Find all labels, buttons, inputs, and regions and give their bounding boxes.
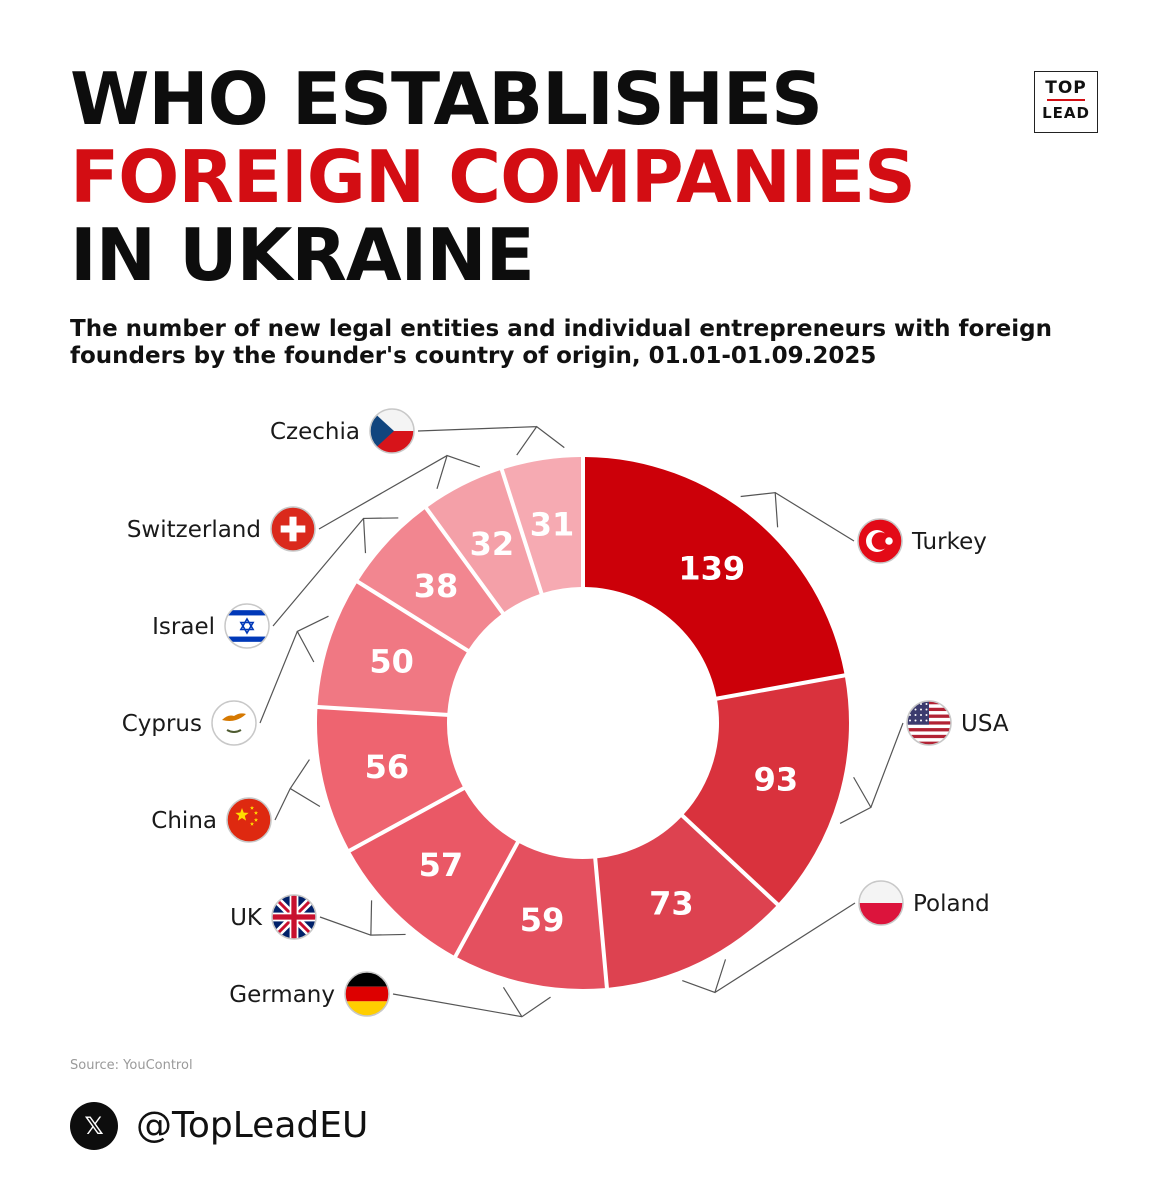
value-label-turkey: 139 [678,550,745,588]
segment-china [317,709,463,849]
segment-uk [350,789,517,956]
country-labels: Turkey USA Poland Germany UK China Cyprus Israe… [122,419,1009,1008]
czechia-flag-icon [369,408,415,454]
value-label-cyprus: 50 [369,643,414,681]
country-label-germany: Germany [229,982,335,1008]
country-label-switzerland: Switzerland [127,517,261,543]
value-label-czechia: 31 [530,505,575,543]
turkey-flag-icon [857,518,903,564]
segment-usa [683,677,849,903]
country-label-poland: Poland [913,891,990,917]
segment-germany [457,843,605,989]
leader-line-cyprus [259,615,329,724]
country-flags [211,408,952,1017]
source-note: Source: YouControl [70,1058,193,1073]
leader-line-czechia [417,425,565,456]
value-label-israel: 38 [414,567,459,605]
donut-segments [317,457,849,989]
country-label-china: China [151,808,217,834]
leader-line-poland [682,902,856,994]
usa-flag-icon [906,700,952,746]
segment-poland [597,817,777,988]
segment-czechia [503,457,582,593]
country-label-uk: UK [230,905,263,931]
country-label-czechia: Czechia [270,419,360,445]
title-line-2: FOREIGN COMPANIES [70,135,916,219]
segment-israel [358,509,502,650]
value-label-uk: 57 [419,846,464,884]
toplead-logo: TOP LEAD [1034,71,1098,133]
title-line-3: IN UKRAINE [70,213,535,297]
value-label-switzerland: 32 [470,525,515,563]
leader-line-china [274,759,321,821]
uk-flag-icon [271,894,317,940]
leader-line-switzerland [318,454,481,530]
country-label-israel: Israel [152,614,215,640]
logo-top-text: TOP [1045,78,1087,98]
value-label-germany: 59 [520,901,565,939]
value-label-poland: 73 [649,885,694,923]
israel-flag-icon [224,603,270,649]
value-label-usa: 93 [754,761,799,799]
logo-divider [1047,99,1085,101]
leader-line-israel [272,517,399,627]
leader-line-uk [319,900,406,936]
x-icon: 𝕏 [70,1102,118,1150]
leader-lines [259,425,904,1018]
cyprus-flag-icon [211,700,257,746]
leader-line-turkey [740,491,855,542]
segment-cyprus [317,583,467,713]
country-label-usa: USA [961,711,1009,737]
segment-turkey [584,457,845,697]
segment-switzerland [427,470,540,612]
chart-subtitle: The number of new legal entities and ind… [70,316,1053,369]
chart-title: WHO ESTABLISHES FOREIGN COMPANIES IN UKR… [70,57,916,297]
poland-flag-icon [858,880,904,926]
switzerland-flag-icon [270,506,316,552]
leader-line-usa [839,722,904,824]
germany-flag-icon [344,971,390,1017]
country-label-turkey: Turkey [911,529,987,555]
china-flag-icon [226,797,272,843]
social-handle-text: @TopLeadEU [136,1105,369,1146]
value-label-china: 56 [365,748,410,786]
logo-bottom-text: LEAD [1042,104,1090,122]
leader-line-germany [392,986,551,1018]
title-line-1: WHO ESTABLISHES [70,57,823,141]
country-label-cyprus: Cyprus [122,711,202,737]
